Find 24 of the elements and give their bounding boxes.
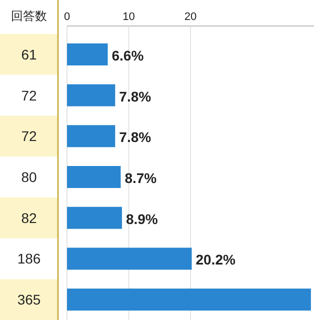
bar — [67, 84, 116, 106]
y-tick-label: 80 — [21, 169, 37, 185]
data-label: 7.8% — [119, 88, 152, 104]
y-tick-label: 186 — [17, 250, 41, 267]
x-tick-label: 20 — [184, 11, 197, 23]
y-tick-label: 82 — [21, 210, 37, 226]
data-label: 6.6% — [112, 47, 144, 64]
x-tick-label: 10 — [122, 11, 135, 23]
y-tick-label: 365 — [17, 292, 41, 308]
y-axis-title: 回答数 — [11, 9, 47, 23]
data-label: 20.2% — [196, 252, 236, 268]
bar — [67, 248, 192, 270]
x-tick-label: 0 — [64, 11, 70, 23]
bar — [67, 166, 121, 188]
bar — [67, 125, 116, 148]
y-tick-label: 72 — [21, 87, 37, 104]
y-tick-label: 72 — [21, 128, 37, 144]
y-tick-label: 61 — [21, 46, 37, 62]
bar — [67, 43, 108, 66]
bar — [67, 288, 311, 311]
data-label: 8.7% — [124, 170, 158, 186]
bar — [67, 206, 122, 229]
data-label: 7.8% — [119, 129, 152, 146]
data-label: 8.9% — [126, 210, 158, 227]
